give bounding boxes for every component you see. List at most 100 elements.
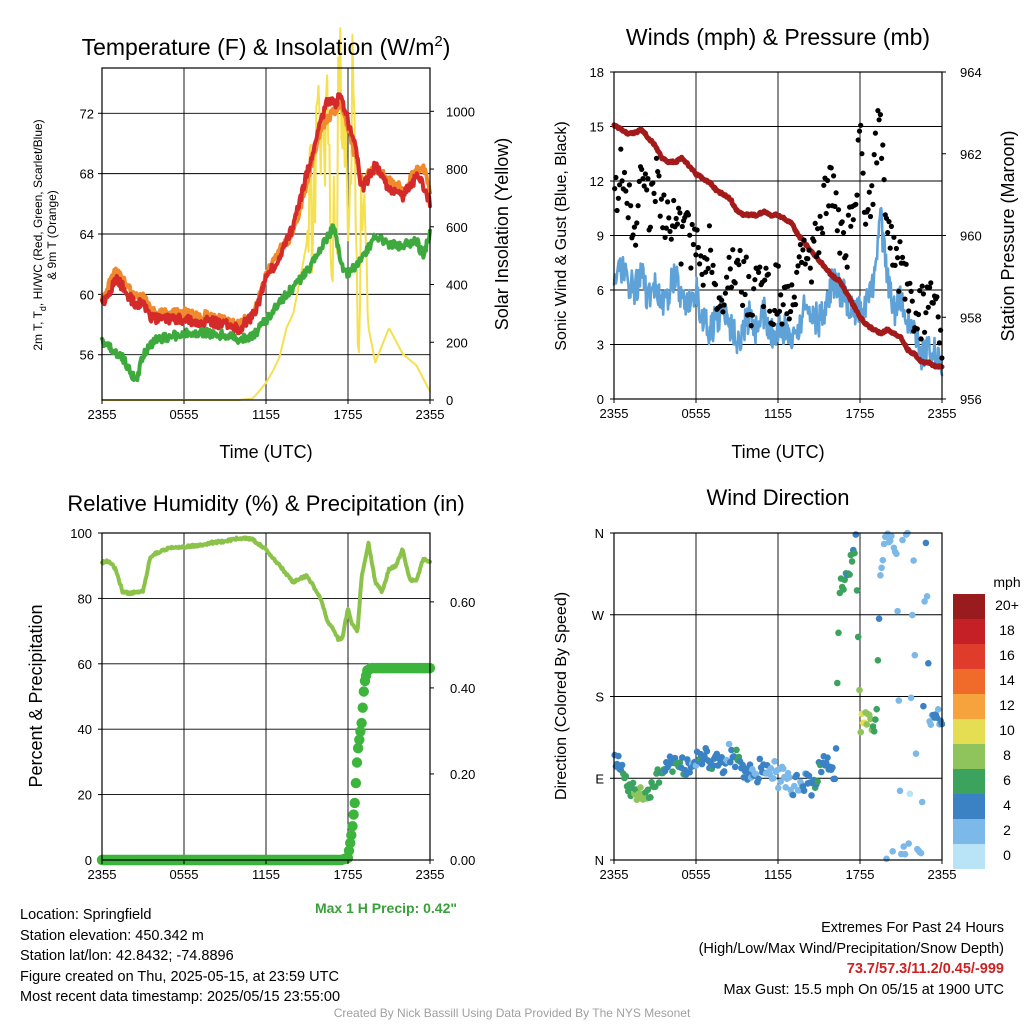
- dir-xtick-tick-label: 2355: [600, 867, 629, 882]
- gust-point: [772, 307, 778, 314]
- wind-direction-point: [848, 558, 856, 565]
- precipitation-point: [345, 837, 356, 849]
- colorbar-label: 8: [1003, 747, 1011, 763]
- wind-direction-point: [893, 550, 900, 558]
- wind-direction-point: [922, 539, 930, 547]
- rh-ytick-label: 0: [85, 853, 92, 868]
- gust-point: [848, 223, 854, 229]
- gust-point: [844, 264, 850, 270]
- gust-point: [791, 294, 797, 300]
- rh-ytick-label: 80: [78, 591, 92, 606]
- gust-point: [697, 261, 703, 267]
- wind-ylabel: Sonic Wind & Gust (Blue, Black): [553, 121, 570, 350]
- colorbar-swatch: [953, 719, 985, 744]
- gust-point: [662, 234, 668, 240]
- gust-point: [719, 297, 725, 303]
- colorbar-label: 14: [999, 672, 1015, 688]
- colorbar-swatch: [953, 694, 985, 719]
- temp-ylabel-subscript: d: [38, 306, 48, 311]
- gust-point: [760, 303, 767, 310]
- temp-ylabel-line2: & 9m T (Orange): [45, 190, 59, 280]
- gust-point: [704, 256, 710, 262]
- wind-direction-point: [756, 755, 764, 763]
- gust-point: [722, 290, 729, 296]
- gust-point: [893, 245, 900, 252]
- precipitation-point: [349, 797, 360, 809]
- colorbar-title: mph: [993, 574, 1020, 590]
- gust-point: [922, 329, 928, 335]
- gust-point: [661, 192, 667, 198]
- precipitation-point: [354, 734, 365, 745]
- gust-point: [676, 205, 682, 211]
- gust-point: [826, 203, 832, 209]
- wind-direction-point: [867, 715, 874, 723]
- extremes-values: 73.7/57.3/11.2/0.45/-999: [846, 961, 1004, 977]
- gust-point: [876, 117, 882, 123]
- gust-point: [788, 308, 794, 315]
- gust-point: [837, 250, 843, 256]
- wind-direction-point: [613, 760, 621, 768]
- temp-ylabel-line1: 2m T, Td, HI/WC (Red, Green, Scarlet/Blu…: [31, 119, 48, 350]
- gust-point: [886, 219, 892, 225]
- wind-direction-point: [934, 706, 942, 713]
- gust-point: [673, 215, 679, 222]
- gust-point: [899, 254, 906, 260]
- wind-direction-point: [718, 754, 725, 761]
- gust-point: [812, 220, 818, 226]
- gust-point: [919, 283, 925, 289]
- gust-point: [712, 282, 719, 288]
- gust-point: [776, 308, 783, 314]
- wind-direction-point: [907, 694, 915, 702]
- wind-direction-point: [814, 778, 821, 785]
- precipitation-point: [347, 821, 358, 832]
- gust-point: [895, 255, 901, 261]
- precipitation-point: [351, 757, 363, 768]
- rh-xtick-tick-label: 2355: [88, 867, 117, 882]
- gust-point: [871, 152, 877, 158]
- wind-xtick-tick-label: 1155: [764, 406, 792, 421]
- gust-point: [639, 166, 645, 172]
- pressure-ytick-label: 964: [960, 65, 982, 80]
- wind-direction-point: [779, 765, 787, 772]
- gust-point: [743, 254, 749, 260]
- wind-direction-point: [899, 536, 906, 544]
- colorbar-label: 10: [999, 722, 1015, 738]
- wind-direction-point: [875, 615, 883, 622]
- gust-point: [756, 269, 762, 275]
- rh-ytick-label: 100: [70, 526, 92, 541]
- gust-point: [896, 288, 902, 294]
- created-text: Figure created on Thu, 2025-05-15, at 23…: [20, 968, 339, 985]
- wind-xtick-tick-label: 0555: [682, 406, 711, 421]
- wind-direction-point: [655, 779, 663, 786]
- gust-point: [694, 227, 700, 233]
- wind-direction-point: [851, 549, 858, 557]
- wind-direction-point: [808, 792, 815, 799]
- gust-point: [897, 239, 903, 245]
- wind-direction-point: [856, 686, 863, 694]
- wind-direction-point: [671, 754, 679, 762]
- gust-point: [797, 242, 804, 248]
- gust-point: [738, 289, 745, 295]
- wind-ytick-label: 9: [597, 229, 604, 244]
- colorbar-swatch: [953, 769, 985, 794]
- wind-direction-point: [927, 721, 935, 728]
- rh-ytick-label: 40: [78, 722, 92, 737]
- colorbar-swatch: [953, 644, 985, 669]
- wind-direction-point: [786, 774, 793, 781]
- gust-point: [823, 210, 829, 217]
- extremes-subtitle: (High/Low/Max Wind/Precipitation/Snow De…: [698, 940, 1004, 957]
- gust-point: [658, 196, 665, 202]
- dir-xtick-tick-label: 0555: [682, 867, 711, 882]
- gust-point: [779, 321, 785, 327]
- wind-direction-point: [925, 660, 932, 667]
- wind-direction-point: [911, 651, 919, 659]
- wind-ytick-label: 18: [590, 65, 604, 80]
- wind-direction-point: [647, 794, 654, 801]
- dir-xtick-tick-label: 2355: [928, 867, 957, 882]
- gust-point: [618, 146, 624, 152]
- insolation-ylabel: Solar Insolation (Yellow): [492, 138, 512, 330]
- wind-ytick-label: 6: [597, 283, 604, 298]
- wind-direction-point: [669, 768, 676, 775]
- wind-direction-point: [909, 611, 916, 619]
- gust-point: [735, 257, 741, 263]
